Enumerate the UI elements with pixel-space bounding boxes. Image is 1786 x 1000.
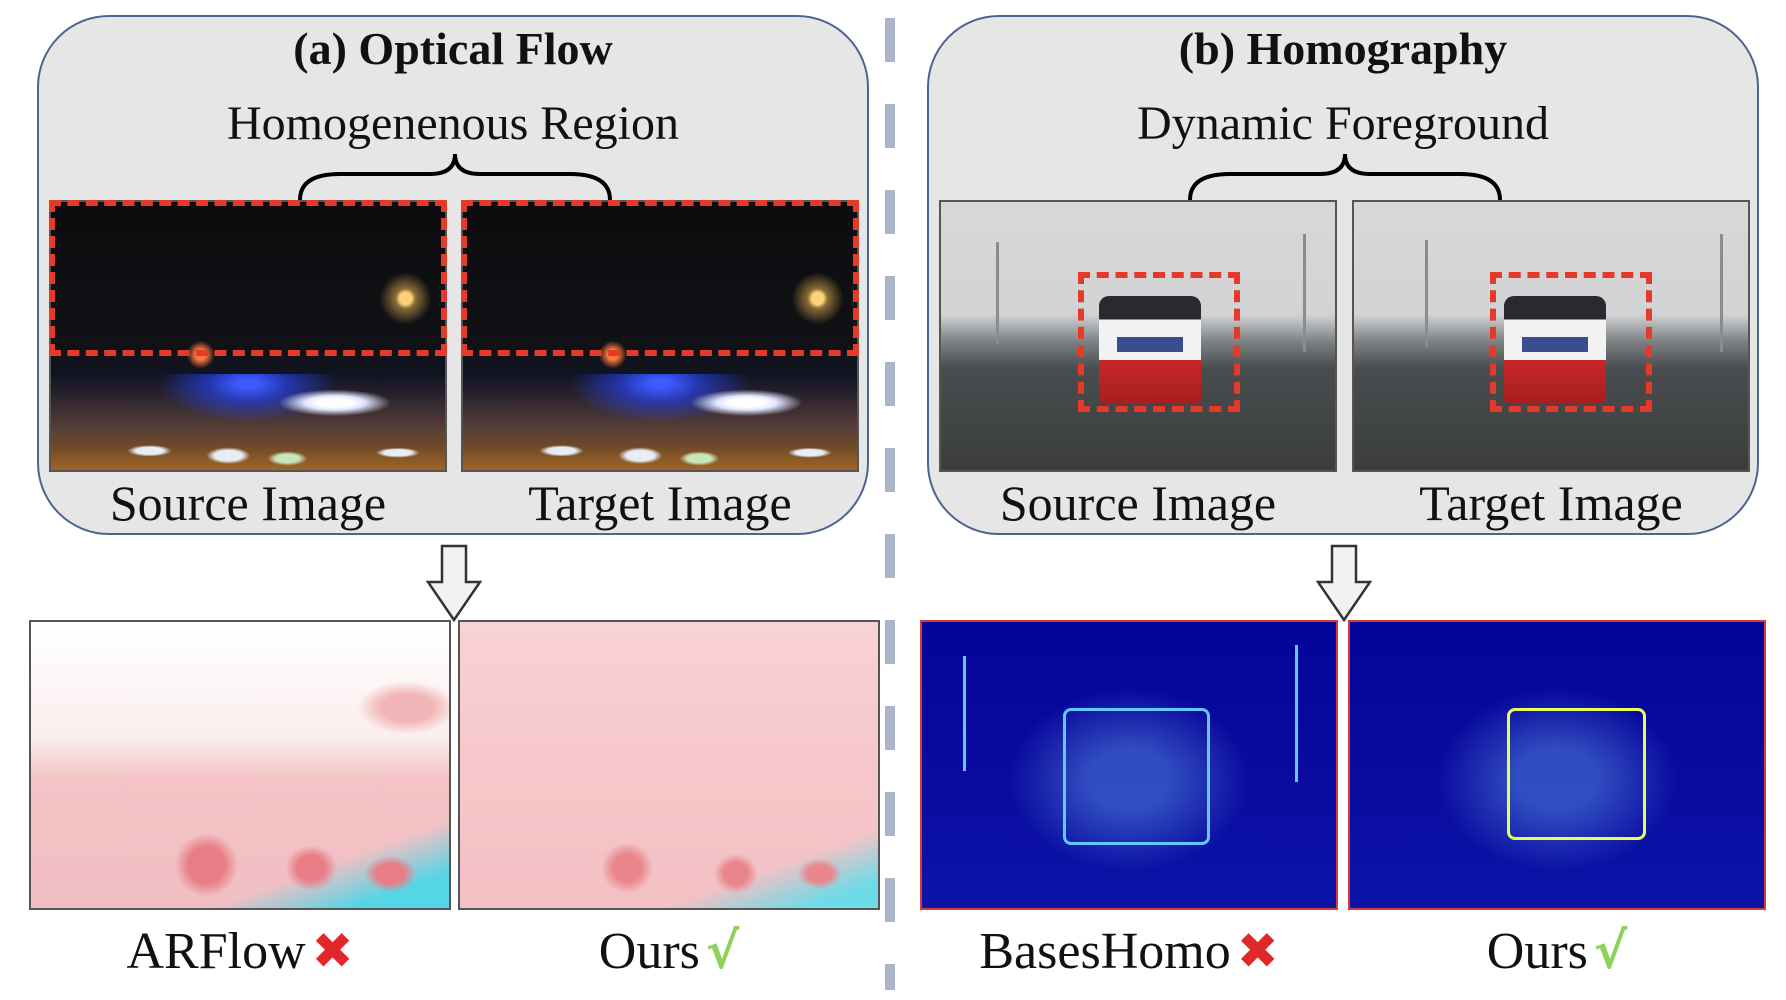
ours-flow-label: Ours √ bbox=[598, 922, 740, 980]
homogeneous-region-box-target bbox=[461, 200, 859, 356]
source-image-night bbox=[49, 200, 447, 472]
ours-homography-label: Ours √ bbox=[1486, 922, 1628, 980]
target-image-night bbox=[461, 200, 859, 472]
down-arrow-icon bbox=[1316, 544, 1372, 622]
cross-icon: ✖ bbox=[1236, 922, 1279, 980]
target-image-bus bbox=[1352, 200, 1750, 472]
target-image-label-a: Target Image bbox=[528, 475, 792, 531]
dynamic-foreground-box-target bbox=[1490, 272, 1652, 412]
arflow-label: ARFlow ✖ bbox=[126, 922, 354, 980]
dynamic-foreground-label: Dynamic Foreground bbox=[1137, 97, 1549, 150]
target-image-label-b: Target Image bbox=[1419, 475, 1683, 531]
dynamic-foreground-box-source bbox=[1078, 272, 1240, 412]
source-image-label-a: Source Image bbox=[109, 475, 387, 531]
panel-divider bbox=[885, 18, 895, 990]
region-brace-b bbox=[1188, 153, 1502, 201]
region-brace-a bbox=[298, 153, 612, 201]
arflow-result-image bbox=[29, 620, 451, 910]
down-arrow-icon bbox=[426, 544, 482, 622]
cross-icon: ✖ bbox=[311, 922, 354, 980]
baseshomo-label: BasesHomo ✖ bbox=[979, 922, 1279, 980]
ours-flow-result-image bbox=[458, 620, 880, 910]
homography-title: (b) Homography bbox=[1178, 23, 1508, 74]
source-image-bus bbox=[939, 200, 1337, 472]
homogeneous-region-box-source bbox=[49, 200, 447, 356]
source-image-label-b: Source Image bbox=[999, 475, 1277, 531]
baseshomo-result-image bbox=[920, 620, 1338, 910]
optical-flow-title: (a) Optical Flow bbox=[293, 23, 613, 74]
check-icon: √ bbox=[1593, 922, 1628, 980]
homogeneous-region-label: Homogenenous Region bbox=[227, 97, 679, 150]
check-icon: √ bbox=[705, 922, 740, 980]
ours-homography-result-image bbox=[1348, 620, 1766, 910]
